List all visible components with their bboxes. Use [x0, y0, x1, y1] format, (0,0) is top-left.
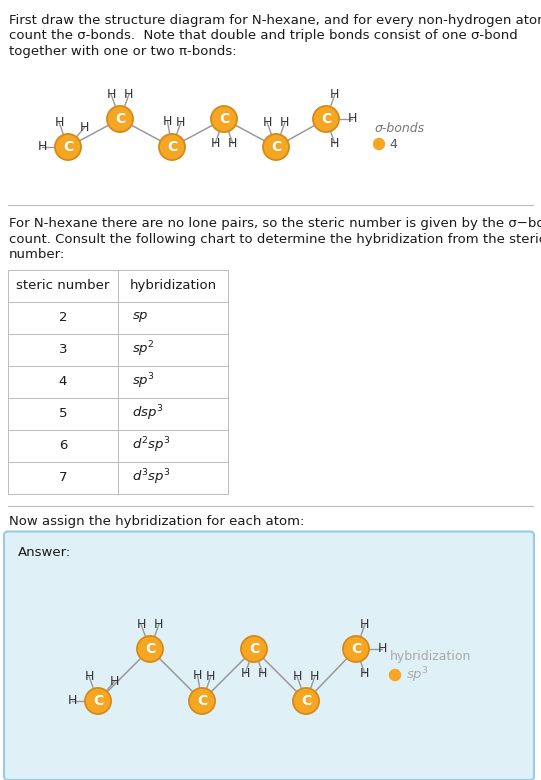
- Text: H: H: [228, 137, 237, 150]
- Text: H: H: [136, 618, 146, 631]
- Text: C: C: [63, 140, 73, 154]
- Text: First draw the structure diagram for N-hexane, and for every non-hydrogen atom,: First draw the structure diagram for N-h…: [9, 14, 541, 27]
- Bar: [8, 366, 118, 398]
- Text: C: C: [115, 112, 125, 126]
- Circle shape: [390, 669, 400, 680]
- Text: 4: 4: [59, 375, 67, 388]
- Text: $sp$: $sp$: [132, 310, 149, 324]
- Bar: [118, 430, 228, 462]
- Text: H: H: [124, 88, 134, 101]
- Circle shape: [293, 688, 319, 714]
- Text: H: H: [84, 670, 94, 683]
- Text: For N-hexane there are no lone pairs, so the steric number is given by the σ−bon: For N-hexane there are no lone pairs, so…: [9, 217, 541, 230]
- Text: H: H: [377, 643, 387, 655]
- Bar: [118, 302, 228, 334]
- Text: H: H: [107, 88, 116, 101]
- Text: H: H: [110, 675, 120, 688]
- Text: 5: 5: [59, 407, 67, 420]
- Bar: [118, 366, 228, 398]
- Text: H: H: [360, 667, 370, 680]
- Text: number:: number:: [9, 248, 65, 261]
- Bar: [118, 462, 228, 494]
- Text: H: H: [360, 618, 370, 631]
- Circle shape: [137, 636, 163, 662]
- Text: hybridization: hybridization: [129, 279, 216, 292]
- Text: $sp^3$: $sp^3$: [406, 665, 429, 685]
- Text: H: H: [176, 116, 186, 129]
- Bar: [8, 398, 118, 430]
- Text: C: C: [271, 140, 281, 154]
- Bar: [8, 334, 118, 366]
- Text: $d^3sp^3$: $d^3sp^3$: [132, 468, 170, 488]
- Text: C: C: [219, 112, 229, 126]
- Bar: [118, 270, 228, 302]
- Text: C: C: [93, 694, 103, 708]
- Text: 7: 7: [59, 471, 67, 484]
- Text: H: H: [280, 116, 289, 129]
- Text: C: C: [351, 642, 361, 656]
- Text: Now assign the hybridization for each atom:: Now assign the hybridization for each at…: [9, 516, 305, 529]
- Text: H: H: [80, 121, 89, 133]
- Text: count the σ-bonds.  Note that double and triple bonds consist of one σ-bond: count the σ-bonds. Note that double and …: [9, 30, 518, 42]
- Text: hybridization: hybridization: [390, 651, 471, 664]
- Text: Answer:: Answer:: [18, 545, 71, 558]
- Text: H: H: [330, 88, 340, 101]
- Circle shape: [373, 139, 385, 150]
- Text: together with one or two π-bonds:: together with one or two π-bonds:: [9, 45, 236, 58]
- Text: H: H: [293, 670, 302, 683]
- Text: H: H: [262, 116, 272, 129]
- Text: C: C: [249, 642, 259, 656]
- Text: $sp^2$: $sp^2$: [132, 340, 155, 360]
- Circle shape: [159, 134, 185, 160]
- Text: H: H: [210, 137, 220, 150]
- Bar: [118, 334, 228, 366]
- Text: H: H: [240, 667, 250, 680]
- Text: H: H: [206, 670, 215, 683]
- Circle shape: [85, 688, 111, 714]
- Circle shape: [189, 688, 215, 714]
- Circle shape: [263, 134, 289, 160]
- Text: C: C: [301, 694, 311, 708]
- Circle shape: [313, 106, 339, 132]
- FancyBboxPatch shape: [4, 531, 534, 780]
- Bar: [8, 462, 118, 494]
- Text: $d^2sp^3$: $d^2sp^3$: [132, 436, 170, 456]
- Bar: [8, 270, 118, 302]
- Text: H: H: [163, 115, 172, 128]
- Text: 3: 3: [59, 343, 67, 356]
- Text: H: H: [330, 137, 340, 150]
- Text: H: H: [193, 669, 202, 682]
- Circle shape: [107, 106, 133, 132]
- Text: H: H: [37, 140, 47, 154]
- Text: 6: 6: [59, 439, 67, 452]
- Bar: [118, 398, 228, 430]
- Text: H: H: [55, 116, 64, 129]
- Text: σ-bonds: σ-bonds: [375, 122, 425, 134]
- Text: H: H: [310, 670, 320, 683]
- Text: H: H: [154, 618, 163, 631]
- Text: 4: 4: [389, 137, 397, 151]
- Circle shape: [241, 636, 267, 662]
- Text: steric number: steric number: [16, 279, 110, 292]
- Text: H: H: [67, 694, 77, 707]
- Text: 2: 2: [59, 311, 67, 324]
- Text: H: H: [258, 667, 268, 680]
- Text: C: C: [145, 642, 155, 656]
- Bar: [8, 302, 118, 334]
- Text: C: C: [167, 140, 177, 154]
- Circle shape: [55, 134, 81, 160]
- Text: C: C: [197, 694, 207, 708]
- Text: H: H: [347, 112, 357, 126]
- Text: C: C: [321, 112, 331, 126]
- Text: $sp^3$: $sp^3$: [132, 372, 155, 392]
- Circle shape: [211, 106, 237, 132]
- Circle shape: [343, 636, 369, 662]
- Text: $dsp^3$: $dsp^3$: [132, 404, 163, 424]
- Text: count. Consult the following chart to determine the hybridization from the steri: count. Consult the following chart to de…: [9, 232, 541, 246]
- Bar: [8, 430, 118, 462]
